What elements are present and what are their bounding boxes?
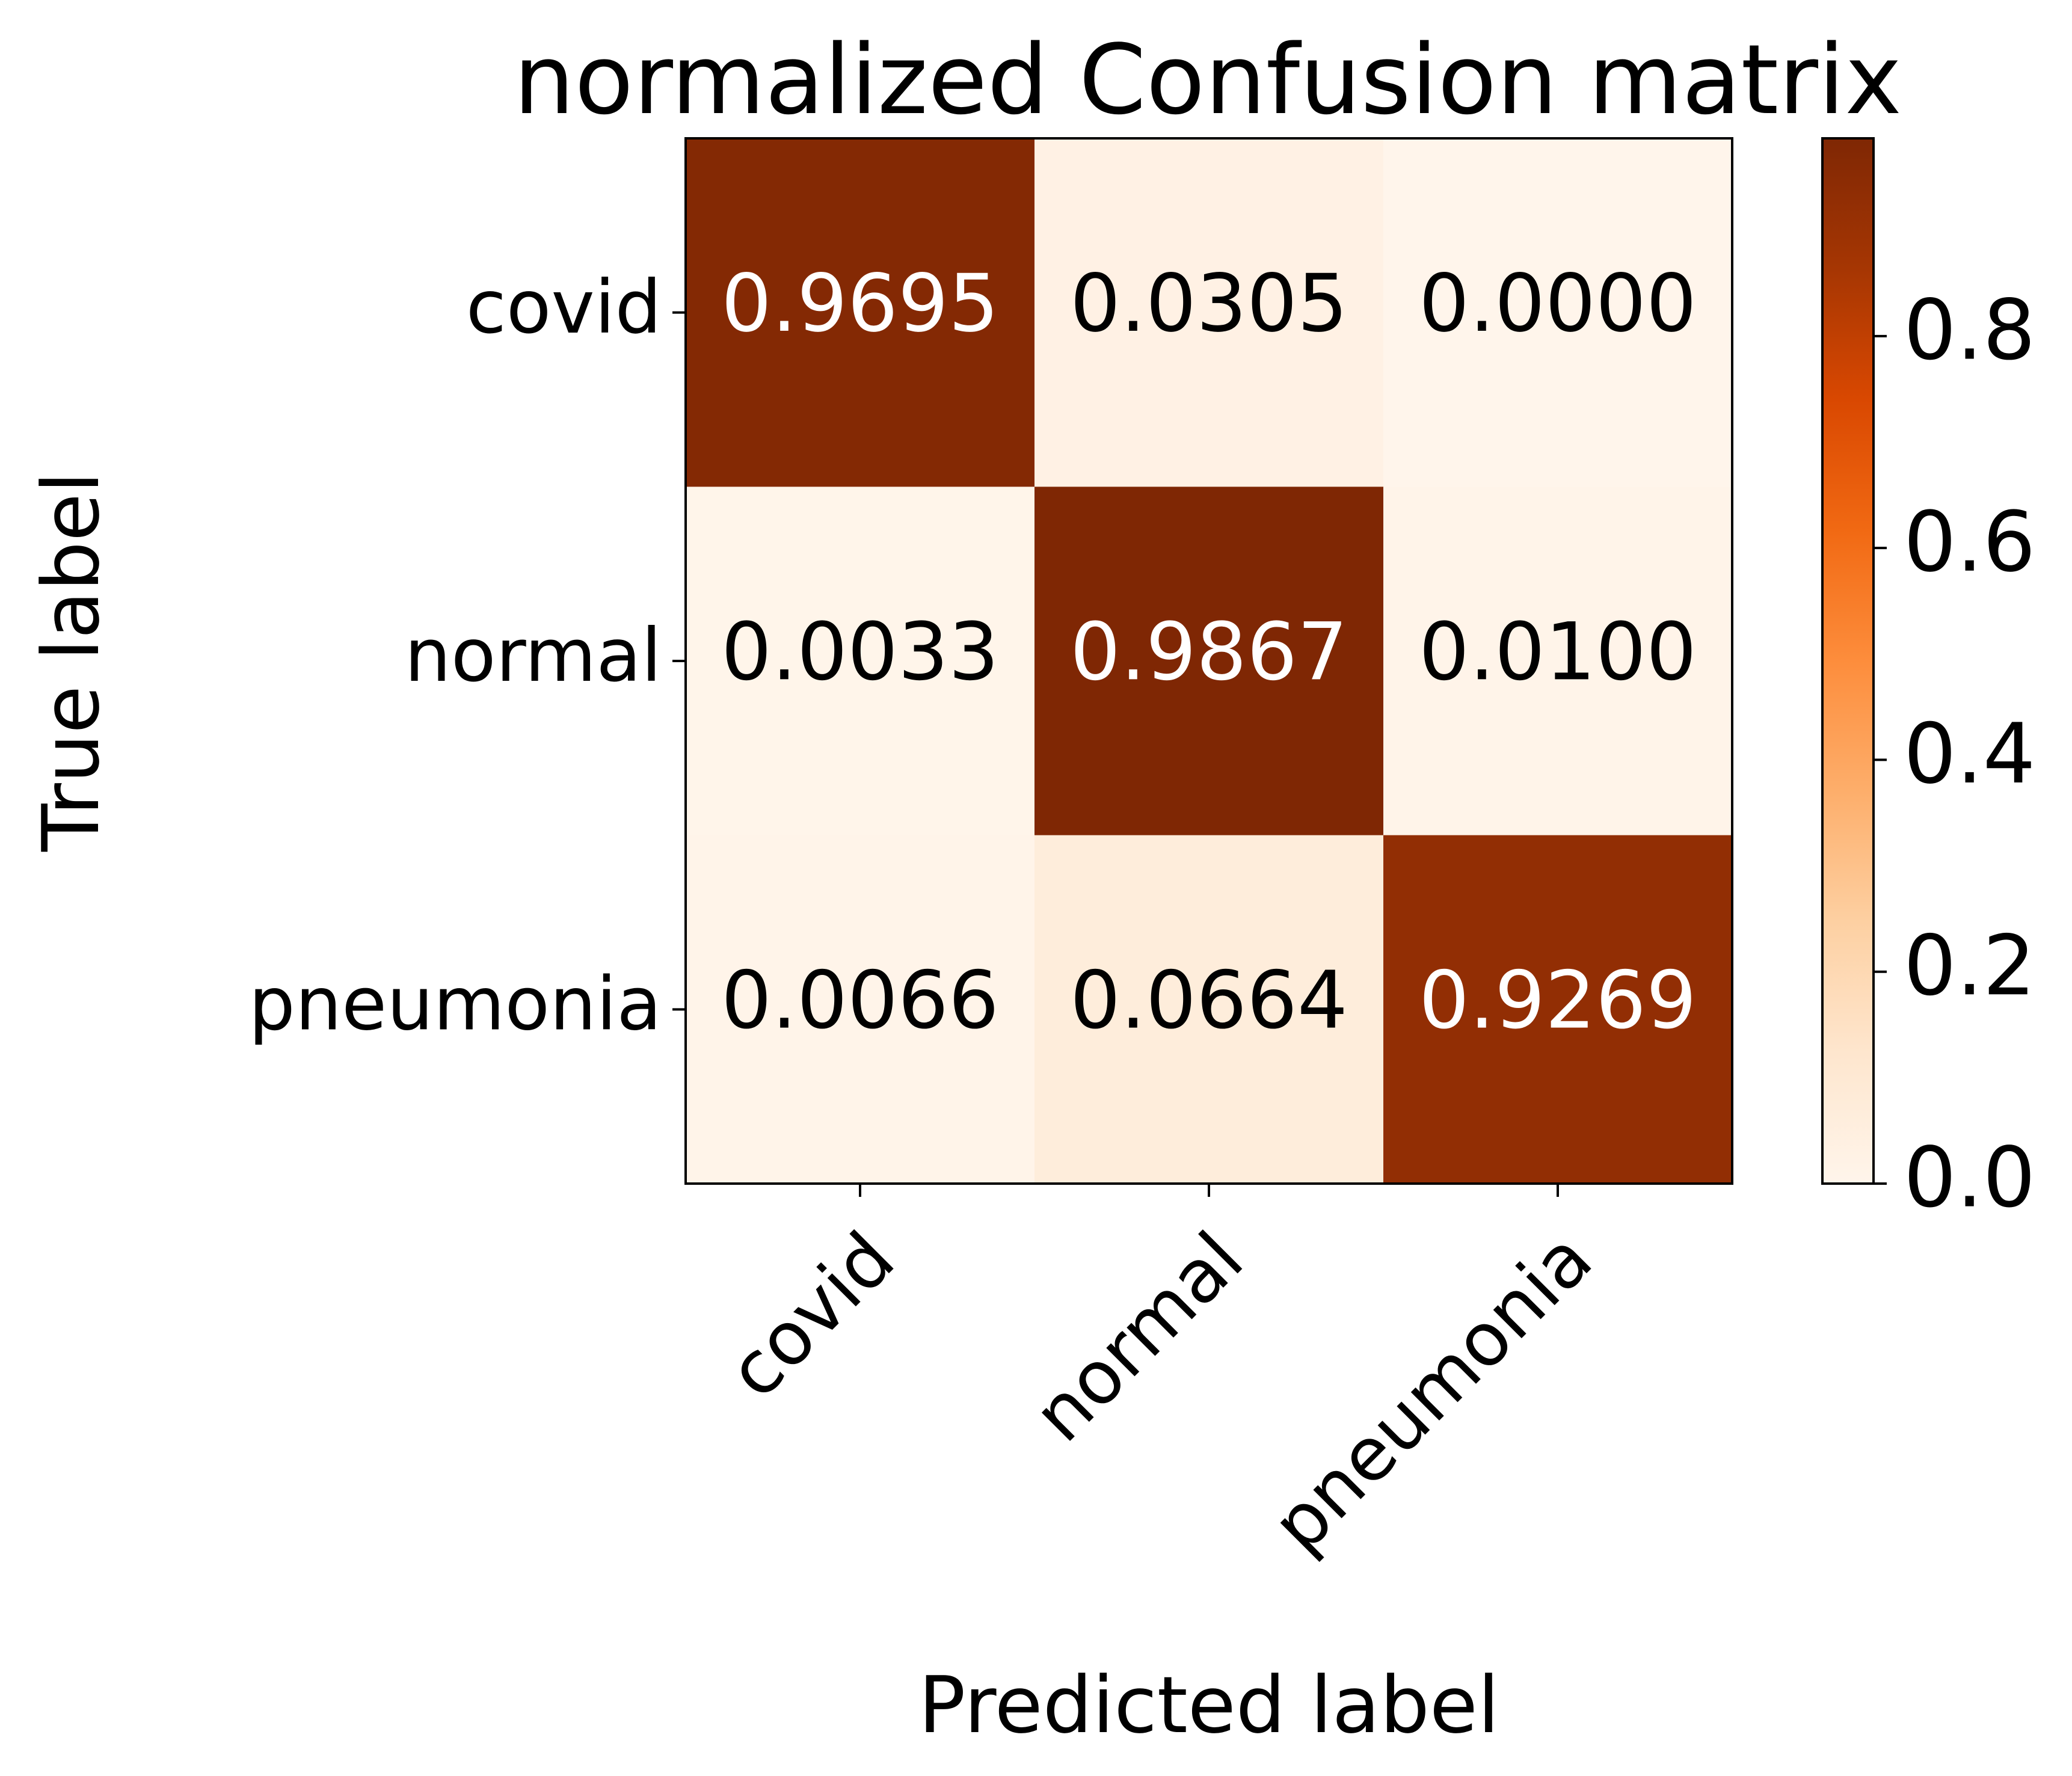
y-tick-label-normal: normal xyxy=(405,613,662,698)
cell-value-pneumonia-pneumonia: 0.9269 xyxy=(1419,954,1697,1047)
cell-normal-pneumonia xyxy=(1383,487,1733,836)
colorbar-tick-label: 0.8 xyxy=(1904,281,2035,378)
colorbar-tick-label: 0.6 xyxy=(1904,494,2035,591)
x-tick-label-pneumonia: pneumonia xyxy=(1256,1216,1608,1569)
cell-pneumonia-normal xyxy=(1034,835,1384,1184)
heatmap-cells xyxy=(686,138,1733,1184)
x-tick-label-covid: covid xyxy=(712,1216,911,1415)
colorbar-tick-label: 0.2 xyxy=(1904,917,2035,1014)
cell-value-normal-covid: 0.0033 xyxy=(721,606,999,698)
cell-normal-normal xyxy=(1034,487,1384,836)
cell-covid-pneumonia xyxy=(1383,138,1733,487)
cell-value-labels: 0.9695 0.0305 0.0000 0.0033 0.9867 0.0100 0.00… xyxy=(721,257,1697,1047)
colorbar xyxy=(1821,137,1875,1185)
cell-value-normal-normal: 0.9867 xyxy=(1070,606,1348,698)
y-axis-ticks: covid normal pneumonia xyxy=(248,265,686,1047)
cell-value-covid-normal: 0.0305 xyxy=(1070,257,1348,350)
cell-value-covid-pneumonia: 0.0000 xyxy=(1419,257,1697,350)
colorbar-tick-label: 0.0 xyxy=(1904,1129,2035,1226)
x-axis-label: Predicted label xyxy=(918,1659,1499,1751)
cell-normal-covid xyxy=(686,487,1035,836)
cell-covid-normal xyxy=(1034,138,1384,487)
cell-pneumonia-covid xyxy=(686,835,1035,1184)
colorbar-ticks: 0.0 0.2 0.4 0.6 0.8 xyxy=(1874,281,2035,1226)
cell-value-normal-pneumonia: 0.0100 xyxy=(1419,606,1697,698)
cell-pneumonia-pneumonia xyxy=(1383,835,1733,1184)
colorbar-tick-label: 0.4 xyxy=(1904,705,2035,802)
y-tick-label-covid: covid xyxy=(466,265,662,350)
cell-value-pneumonia-normal: 0.0664 xyxy=(1070,954,1348,1047)
cell-value-covid-covid: 0.9695 xyxy=(721,257,999,350)
cell-covid-covid xyxy=(686,138,1035,487)
cell-value-pneumonia-covid: 0.0066 xyxy=(721,954,999,1047)
chart-title: normalized Confusion matrix xyxy=(514,23,1902,136)
y-tick-label-pneumonia: pneumonia xyxy=(248,962,662,1047)
y-axis-label: True label xyxy=(25,472,117,852)
x-tick-label-normal: normal xyxy=(1017,1216,1259,1458)
